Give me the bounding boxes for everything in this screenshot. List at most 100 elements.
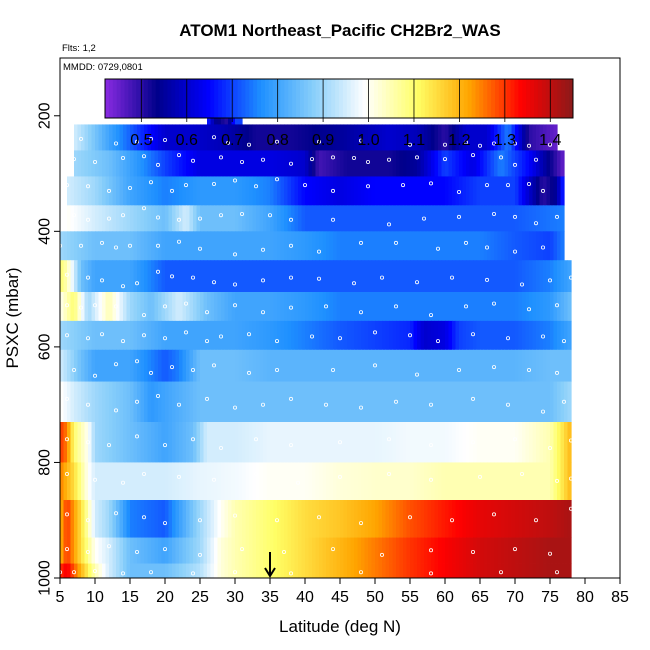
heatmap-cell (231, 205, 236, 232)
heatmap-cell (494, 292, 499, 322)
heatmap-cell (427, 381, 432, 423)
heatmap-cell (256, 537, 261, 564)
heatmap-cell (368, 462, 373, 501)
heatmap-cell (564, 349, 569, 382)
heatmap-cell (203, 462, 208, 501)
heatmap-cell (490, 124, 495, 151)
heatmap-cell (522, 231, 527, 261)
sample-point (197, 552, 202, 557)
heatmap-cell (102, 292, 107, 322)
sample-point (169, 188, 174, 193)
heatmap-cell (172, 422, 177, 463)
heatmap-cell (403, 292, 408, 322)
heatmap-cell (252, 349, 257, 382)
heatmap-cell (445, 500, 450, 538)
heatmap-cell (396, 176, 401, 206)
heatmap-cell (508, 500, 513, 538)
colorbar-segment (120, 79, 125, 118)
heatmap-cell (466, 349, 471, 382)
heatmap-cell (525, 205, 530, 232)
heatmap-cell (315, 349, 320, 382)
heatmap-cell (126, 462, 131, 501)
heatmap-cell (60, 537, 65, 564)
heatmap-cell (221, 124, 226, 151)
heatmap-cell (459, 176, 464, 206)
heatmap-cell (308, 500, 313, 538)
heatmap-cell (539, 349, 544, 382)
heatmap-cell (424, 124, 429, 151)
sample-point (435, 339, 440, 344)
heatmap-cell (445, 260, 450, 293)
heatmap-cell (364, 124, 369, 151)
heatmap-cell (77, 150, 82, 177)
heatmap-cell (287, 176, 292, 206)
heatmap-cell (291, 260, 296, 293)
sample-point (484, 277, 489, 282)
heatmap-cell (284, 381, 289, 423)
colorbar-segment (108, 79, 114, 118)
heatmap-cell (515, 176, 520, 206)
heatmap-cell (315, 205, 320, 232)
heatmap-cell (445, 320, 450, 351)
heatmap-cell (172, 176, 177, 206)
heatmap-cell (550, 500, 555, 538)
heatmap-cell (371, 462, 376, 501)
heatmap-cell (186, 292, 191, 322)
heatmap-cell (462, 462, 467, 501)
heatmap-cell (144, 349, 149, 382)
heatmap-cell (480, 320, 485, 351)
heatmap-cell (133, 124, 138, 151)
heatmap-cell (343, 462, 348, 501)
heatmap-cell (438, 422, 443, 463)
heatmap-cell (546, 500, 551, 538)
colorbar-segment (467, 79, 473, 118)
heatmap-cell (123, 205, 128, 232)
heatmap-cell (333, 462, 338, 501)
heatmap-cell (361, 422, 366, 463)
heatmap-cell (511, 205, 516, 232)
heatmap-cell (238, 422, 243, 463)
heatmap-cell (420, 260, 425, 293)
sample-point (548, 551, 553, 556)
colorbar-segment (323, 79, 328, 118)
heatmap-cell (399, 422, 404, 463)
heatmap-cell (151, 320, 156, 351)
heatmap-cell (210, 231, 215, 261)
heatmap-cell (322, 349, 327, 382)
colorbar-segment (389, 79, 395, 118)
heatmap-cell (116, 422, 121, 463)
heatmap-cell (494, 205, 499, 232)
heatmap-cell (550, 462, 555, 501)
heatmap-cell (196, 349, 201, 382)
heatmap-cell (504, 292, 509, 322)
heatmap-cell (455, 500, 460, 538)
heatmap-cell (536, 563, 541, 579)
heatmap-cell (350, 205, 355, 232)
heatmap-cell (333, 320, 338, 351)
heatmap-cell (168, 124, 173, 151)
heatmap-cell (550, 205, 555, 232)
heatmap-cell (382, 381, 387, 423)
heatmap-cell (301, 260, 306, 293)
colorbar-segment (159, 79, 164, 118)
heatmap-cell (161, 381, 166, 423)
heatmap-cell (438, 537, 443, 564)
heatmap-cell (196, 381, 201, 423)
heatmap-cell (81, 231, 86, 261)
sample-point (155, 243, 160, 248)
heatmap-cell (270, 205, 275, 232)
heatmap-cell (560, 537, 565, 564)
heatmap-cell (137, 205, 142, 232)
heatmap-cell (333, 260, 338, 293)
sample-point (232, 513, 237, 518)
heatmap-cell (193, 150, 198, 177)
heatmap-cell (63, 500, 68, 538)
heatmap-cell (231, 537, 236, 564)
heatmap-cell (550, 292, 555, 322)
heatmap-cell (74, 462, 79, 501)
heatmap-cell (147, 422, 152, 463)
sample-point (107, 188, 112, 193)
heatmap-cell (221, 381, 226, 423)
heatmap-cell (228, 205, 233, 232)
colorbar-segment (233, 79, 239, 118)
